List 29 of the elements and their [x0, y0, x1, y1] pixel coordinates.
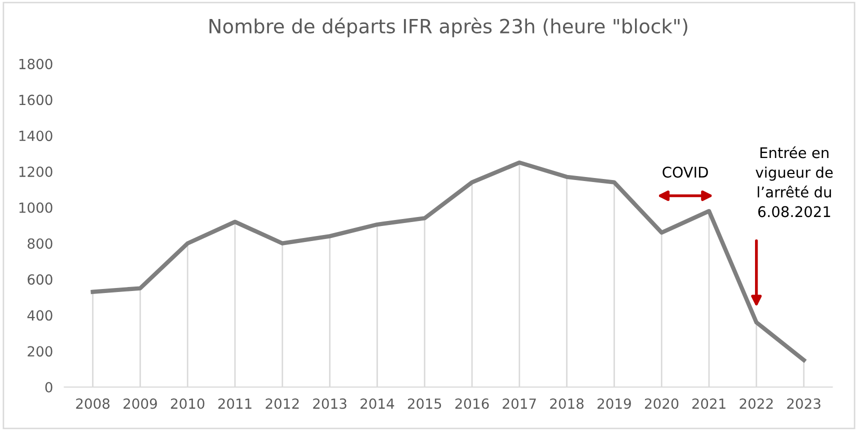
- y-tick-label: 1800: [19, 58, 52, 70]
- y-tick-label: 400: [27, 310, 52, 321]
- x-tick-label: 2012: [266, 398, 299, 409]
- x-tick-label: 2022: [740, 398, 773, 409]
- y-tick-label: 0: [45, 382, 52, 393]
- x-tick-label: 2020: [644, 398, 678, 409]
- x-tick-label: 2014: [360, 398, 394, 409]
- y-tick-label: 1400: [19, 130, 52, 142]
- y-tick-label: 800: [28, 238, 52, 249]
- x-tick-label: 2021: [692, 398, 726, 409]
- y-tick-label: 1000: [19, 202, 52, 213]
- x-tick-label: 2011: [218, 398, 252, 409]
- annotation: Entrée en vigueur de l’arrêté du 6.08.2021: [756, 146, 833, 218]
- x-tick-label: 2019: [598, 398, 631, 409]
- y-tick-label: 600: [28, 274, 52, 285]
- y-tick-label: 200: [28, 346, 52, 357]
- annotation: COVID: [662, 166, 708, 178]
- y-tick-label: 1200: [19, 166, 52, 178]
- x-tick-label: 2023: [787, 398, 820, 409]
- x-tick-label: 2017: [502, 398, 536, 409]
- x-tick-label: 2016: [455, 398, 489, 409]
- y-tick-label: 1600: [19, 94, 52, 106]
- chart-title: Nombre de départs IFR après 23h (heure "block"): [210, 18, 688, 38]
- x-tick-label: 2018: [550, 398, 584, 409]
- x-tick-label: 2015: [408, 398, 442, 409]
- x-tick-label: 2008: [76, 398, 110, 409]
- x-tick-label: 2009: [124, 398, 157, 409]
- x-tick-label: 2010: [170, 398, 204, 409]
- x-tick-label: 2013: [313, 398, 346, 409]
